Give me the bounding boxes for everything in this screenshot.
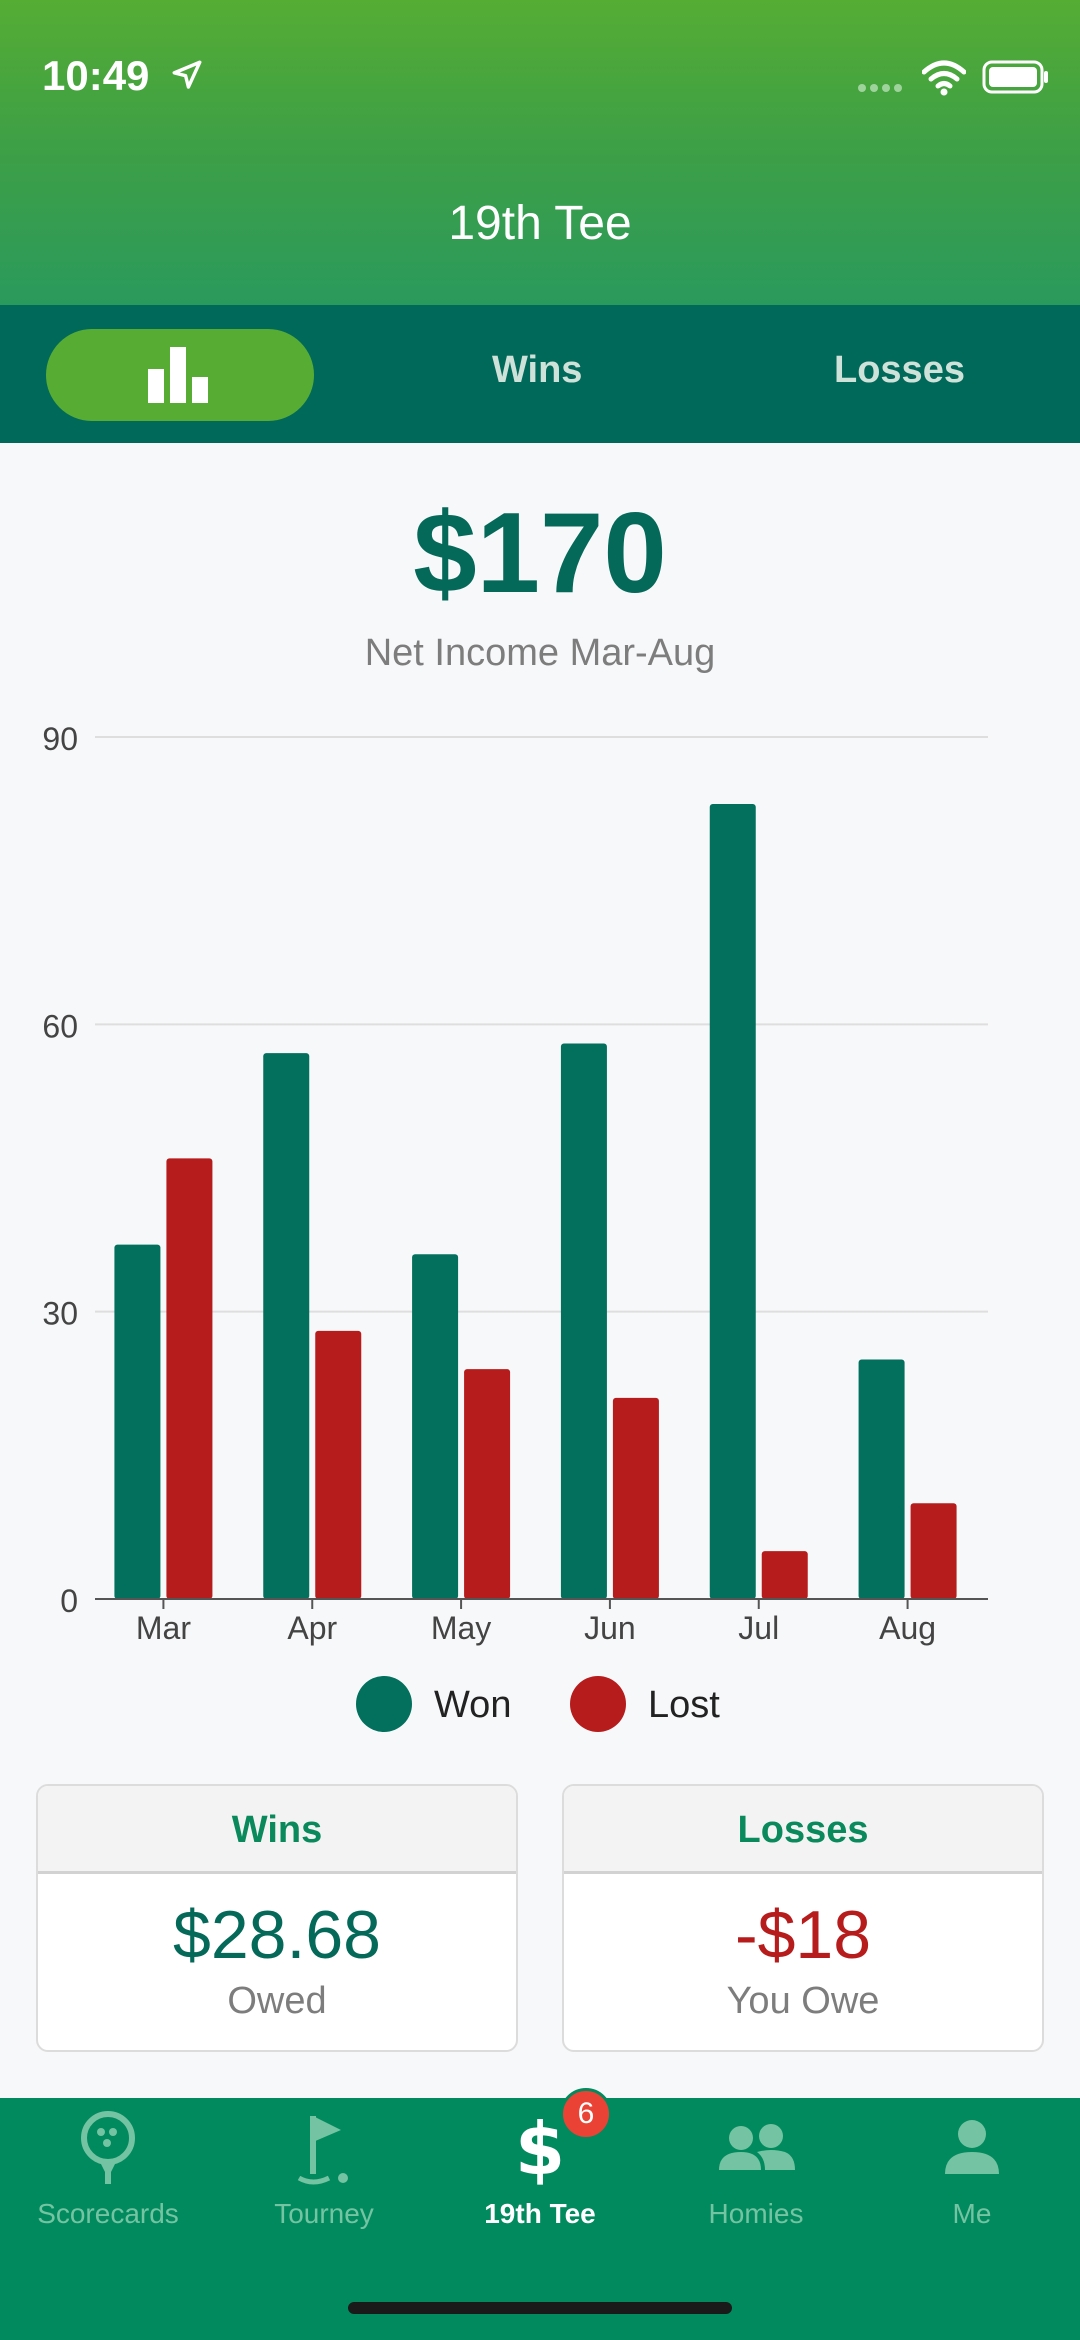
- tab-scorecards-label: Scorecards: [37, 2198, 179, 2229]
- segment-bar: Wins Losses: [0, 305, 1080, 443]
- y-tick-label: 30: [42, 1296, 78, 1332]
- app-header: 10:49 19th Tee: [0, 0, 1080, 305]
- legend-lost-label: Lost: [648, 1684, 720, 1726]
- x-tick-label: Mar: [136, 1610, 191, 1646]
- tab-me[interactable]: Me: [864, 2108, 1080, 2230]
- signal-icon: [858, 84, 902, 92]
- notification-badge: 6: [560, 2088, 612, 2140]
- x-tick-label: Apr: [287, 1610, 337, 1646]
- golf-ball-icon: [81, 2111, 135, 2184]
- bar-lost: [315, 1330, 362, 1599]
- wins-card-title: Wins: [38, 1786, 516, 1874]
- income-bar-chart: 0 30 60 90 Mar Apr May Jun Jul Aug: [42, 721, 988, 1646]
- bar-won: [560, 1043, 607, 1599]
- y-tick-label: 0: [60, 1583, 78, 1619]
- x-tick-label: Jun: [584, 1610, 636, 1646]
- home-indicator: [348, 2302, 732, 2314]
- tab-scorecards[interactable]: Scorecards: [0, 2108, 216, 2230]
- y-tick-label: 60: [42, 1008, 78, 1044]
- bar-won: [263, 1053, 310, 1599]
- bar-lost: [464, 1369, 511, 1599]
- wins-card-value: $28.68: [173, 1897, 381, 1973]
- losses-card-subtitle: You Owe: [726, 1980, 880, 2022]
- net-income-label: Net Income Mar-Aug: [364, 632, 716, 674]
- svg-text:$: $: [515, 2108, 565, 2188]
- bar-won: [709, 804, 756, 1599]
- bottom-tab-bar: Scorecards Tourney $ 19th Tee Homies Me: [0, 2098, 1080, 2340]
- tab-homies[interactable]: Homies: [648, 2108, 864, 2230]
- person-icon: [945, 2120, 999, 2174]
- bar-lost: [761, 1551, 808, 1599]
- chart-legend: Won Lost: [0, 1676, 1080, 1736]
- y-tick-label: 90: [42, 721, 78, 757]
- tab-tourney[interactable]: Tourney: [216, 2108, 432, 2230]
- net-income-amount: $170: [413, 490, 667, 617]
- bar-lost: [166, 1158, 213, 1599]
- x-tick-label: May: [431, 1610, 491, 1646]
- bar-chart-icon: [148, 347, 208, 403]
- bar-lost: [612, 1397, 659, 1599]
- legend-lost-swatch: [570, 1676, 626, 1732]
- people-icon: [719, 2124, 795, 2170]
- location-arrow-icon: [172, 60, 202, 89]
- tab-19th-tee-label: 19th Tee: [484, 2198, 596, 2229]
- tab-chart[interactable]: [46, 329, 314, 421]
- tab-losses[interactable]: Losses: [834, 349, 965, 391]
- tab-me-label: Me: [952, 2198, 992, 2229]
- x-tick-label: Aug: [879, 1610, 936, 1646]
- bar-won: [412, 1254, 459, 1599]
- losses-card-title: Losses: [564, 1786, 1042, 1874]
- tab-homies-label: Homies: [708, 2198, 804, 2229]
- tab-wins[interactable]: Wins: [492, 349, 583, 391]
- status-time: 10:49: [42, 52, 150, 99]
- losses-card-value: -$18: [734, 1897, 872, 1973]
- tab-19th-tee[interactable]: $ 19th Tee: [432, 2108, 648, 2230]
- page-title: 19th Tee: [448, 197, 632, 250]
- legend-won-swatch: [356, 1676, 412, 1732]
- x-tick-label: Jul: [738, 1610, 779, 1646]
- bar-lost: [910, 1503, 957, 1599]
- bar-won: [114, 1244, 161, 1599]
- wins-card-subtitle: Owed: [227, 1980, 327, 2022]
- wins-card[interactable]: Wins $28.68 Owed: [36, 1784, 518, 2052]
- legend-won-label: Won: [434, 1684, 512, 1726]
- bar-won: [858, 1359, 905, 1599]
- wifi-icon: [922, 60, 966, 96]
- flag-icon: [297, 2116, 348, 2185]
- battery-icon: [982, 60, 1048, 94]
- dollar-icon: $: [515, 2108, 565, 2188]
- tab-tourney-label: Tourney: [274, 2198, 374, 2229]
- losses-card[interactable]: Losses -$18 You Owe: [562, 1784, 1044, 2052]
